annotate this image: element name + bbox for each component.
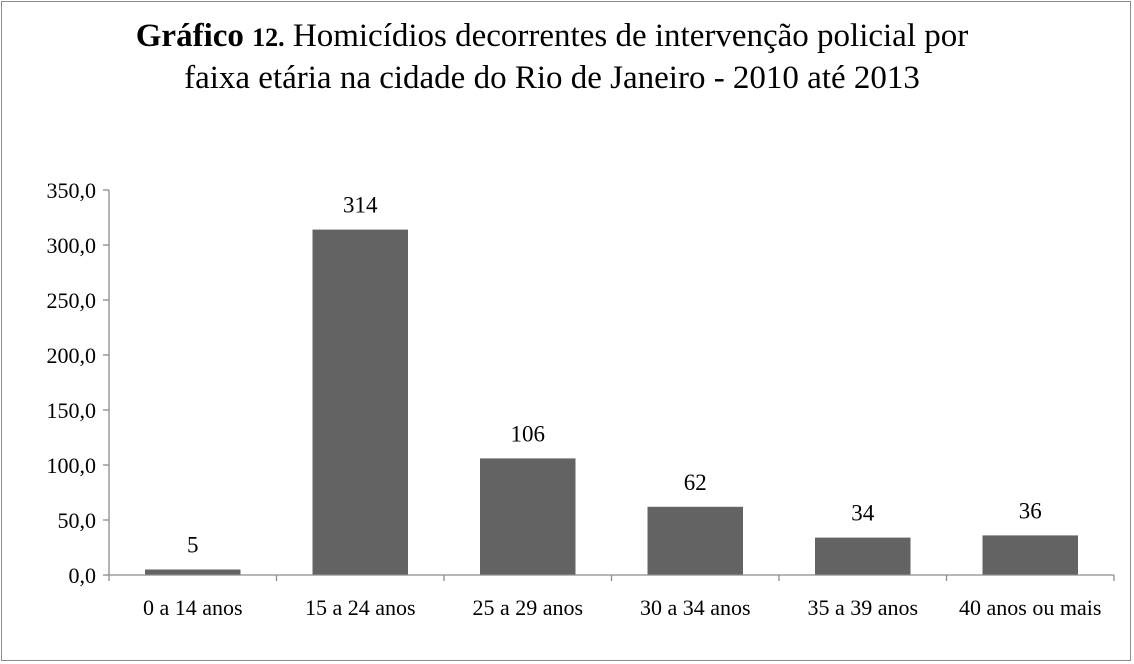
y-tick-label: 100,0 — [47, 453, 97, 478]
bar — [647, 506, 743, 575]
bar — [815, 537, 911, 575]
chart-title-number: 12. — [252, 23, 285, 52]
y-axis: 0,0 50,0 100,0 150,0 200,0 250,0 300,0 350,0 — [47, 178, 110, 588]
data-label: 36 — [1019, 498, 1042, 523]
bar — [312, 229, 408, 575]
bar — [480, 458, 576, 575]
x-axis: 0 a 14 anos 15 a 24 anos 25 a 29 anos 30 a … — [108, 574, 1115, 620]
y-tick-label: 150,0 — [47, 398, 97, 423]
chart-title: Gráfico 12. Homicídios decorrentes de in… — [122, 16, 982, 99]
chart-title-text: Homicídios decorrentes de intervenção po… — [184, 18, 969, 96]
y-tick-label: 350,0 — [47, 178, 97, 203]
x-tick-label: 35 a 39 anos — [807, 595, 918, 620]
y-tick-label: 300,0 — [47, 233, 97, 258]
x-tick-label: 30 a 34 anos — [640, 595, 751, 620]
y-tick-label: 50,0 — [58, 508, 97, 533]
x-tick-label: 0 a 14 anos — [143, 595, 243, 620]
chart-title-lead: Gráfico — [135, 18, 244, 54]
y-tick-label: 250,0 — [47, 288, 97, 313]
x-tick-label: 25 a 29 anos — [472, 595, 583, 620]
x-tick-label: 15 a 24 anos — [305, 595, 416, 620]
bar — [982, 535, 1078, 575]
data-labels: 5 314 106 62 34 36 — [187, 193, 1042, 558]
y-tick-label: 0,0 — [69, 563, 97, 588]
data-label: 62 — [684, 470, 707, 495]
bars — [145, 229, 1078, 575]
data-label: 34 — [851, 501, 875, 526]
data-label: 106 — [511, 421, 546, 446]
data-label: 314 — [343, 193, 378, 218]
data-label: 5 — [187, 533, 199, 558]
bar — [145, 569, 241, 575]
x-tick-label: 40 anos ou mais — [959, 595, 1101, 620]
y-tick-label: 200,0 — [47, 343, 97, 368]
